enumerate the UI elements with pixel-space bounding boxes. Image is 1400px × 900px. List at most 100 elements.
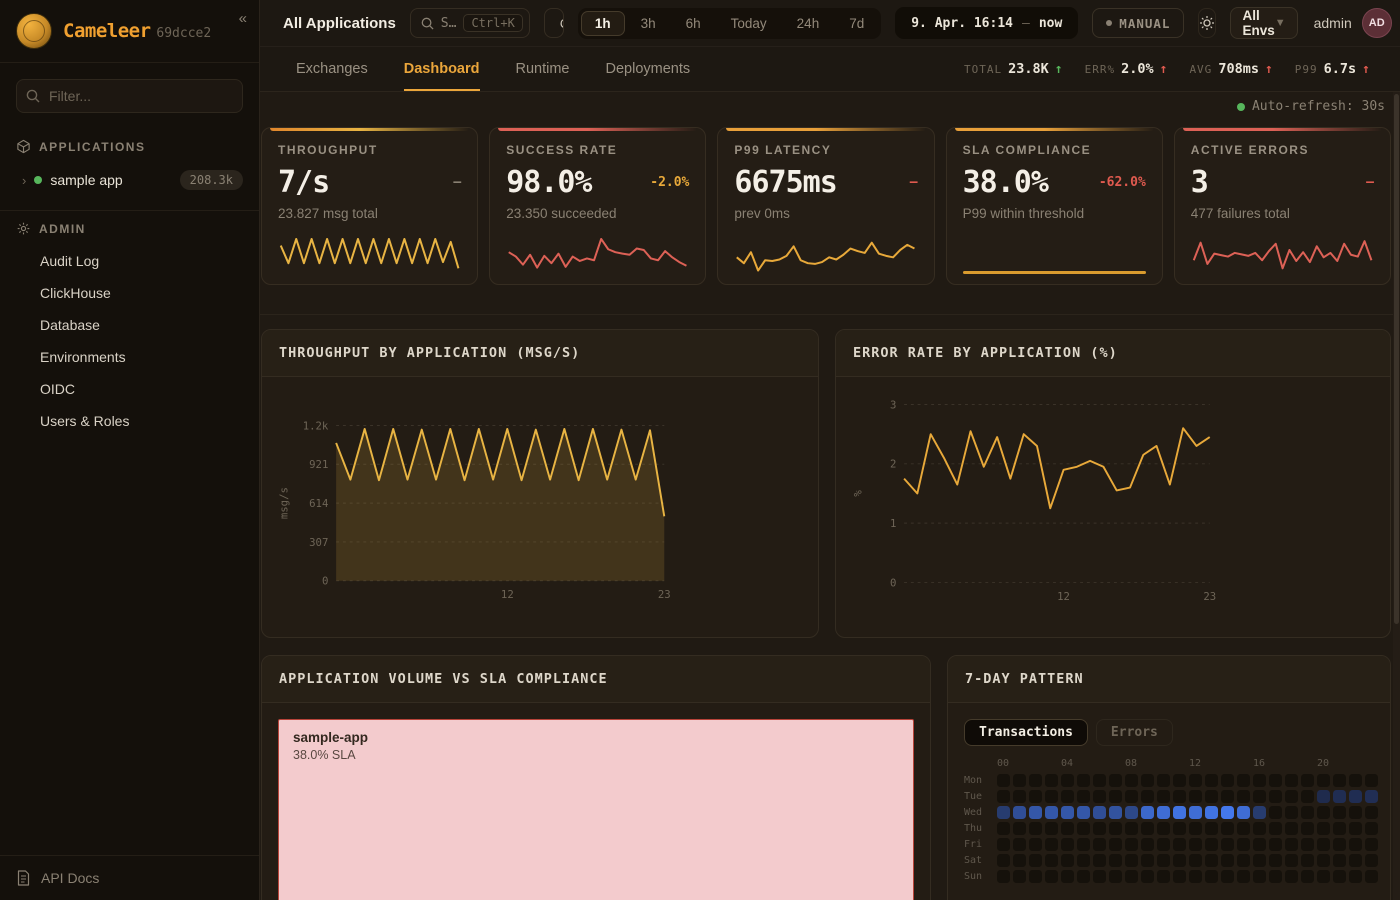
heatmap-cell[interactable] — [1221, 774, 1234, 787]
heatmap-cell[interactable] — [1125, 822, 1138, 835]
heatmap-cell[interactable] — [1013, 838, 1026, 851]
heatmap-cell[interactable] — [1285, 822, 1298, 835]
heatmap-cell[interactable] — [1285, 854, 1298, 867]
heatmap-cell[interactable] — [1125, 854, 1138, 867]
scrollbar-thumb[interactable] — [1394, 94, 1399, 624]
heatmap-cell[interactable] — [997, 790, 1010, 803]
heatmap-cell[interactable] — [1269, 774, 1282, 787]
avatar[interactable]: AD — [1361, 8, 1392, 38]
heatmap-cell[interactable] — [1253, 870, 1266, 883]
user-menu[interactable]: admin AD — [1314, 8, 1392, 38]
time-range-24h[interactable]: 24h — [783, 11, 834, 36]
heatmap-cell[interactable] — [1317, 790, 1330, 803]
heatmap-cell[interactable] — [997, 870, 1010, 883]
tab-dashboard[interactable]: Dashboard — [403, 47, 480, 91]
heatmap-cell[interactable] — [1333, 806, 1346, 819]
sidebar-item-oidc[interactable]: OIDC — [40, 381, 75, 397]
heatmap-cell[interactable] — [1365, 870, 1378, 883]
heatmap-cell[interactable] — [1045, 774, 1058, 787]
heatmap-cell[interactable] — [1029, 774, 1042, 787]
treemap-block-sample-app[interactable]: sample-app 38.0% SLA — [278, 719, 914, 900]
scrollbar[interactable] — [1393, 92, 1400, 900]
heatmap-cell[interactable] — [1189, 806, 1202, 819]
heatmap-cell[interactable] — [1109, 790, 1122, 803]
heatmap-cell[interactable] — [1029, 854, 1042, 867]
environment-select[interactable]: All Envs ▼ — [1230, 7, 1298, 39]
heatmap-cell[interactable] — [1061, 822, 1074, 835]
heatmap-cell[interactable] — [1189, 774, 1202, 787]
heatmap-cell[interactable] — [1317, 838, 1330, 851]
tab-exchanges[interactable]: Exchanges — [296, 61, 368, 77]
heatmap-cell[interactable] — [1157, 806, 1170, 819]
heatmap-cell[interactable] — [1205, 838, 1218, 851]
time-range-6h[interactable]: 6h — [672, 11, 715, 36]
heatmap-cell[interactable] — [1269, 838, 1282, 851]
sidebar-collapse-icon[interactable]: « — [238, 10, 247, 27]
heatmap-cell[interactable] — [1205, 854, 1218, 867]
heatmap-cell[interactable] — [1045, 790, 1058, 803]
heatmap-cell[interactable] — [1205, 774, 1218, 787]
heatmap-cell[interactable] — [1221, 806, 1234, 819]
heatmap-cell[interactable] — [1301, 790, 1314, 803]
heatmap-cell[interactable] — [1077, 790, 1090, 803]
heatmap-cell[interactable] — [1157, 822, 1170, 835]
heatmap-cell[interactable] — [1333, 870, 1346, 883]
heatmap-cell[interactable] — [1237, 822, 1250, 835]
heatmap-cell[interactable] — [1029, 806, 1042, 819]
theme-toggle-button[interactable] — [1198, 8, 1217, 38]
heatmap-cell[interactable] — [1061, 854, 1074, 867]
heatmap-cell[interactable] — [1237, 790, 1250, 803]
heatmap-cell[interactable] — [1109, 854, 1122, 867]
sidebar-item-clickhouse[interactable]: ClickHouse — [40, 285, 111, 301]
heatmap-cell[interactable] — [1093, 806, 1106, 819]
heatmap-cell[interactable] — [1141, 806, 1154, 819]
heatmap-cell[interactable] — [1365, 822, 1378, 835]
heatmap-cell[interactable] — [1269, 822, 1282, 835]
heatmap-cell[interactable] — [1029, 822, 1042, 835]
heatmap-cell[interactable] — [1109, 806, 1122, 819]
tab-deployments[interactable]: Deployments — [605, 61, 691, 77]
heatmap-cell[interactable] — [1365, 774, 1378, 787]
heatmap-cell[interactable] — [1061, 806, 1074, 819]
heatmap-cell[interactable] — [1173, 822, 1186, 835]
sidebar-item-api-docs[interactable]: API Docs — [0, 855, 259, 900]
heatmap-cell[interactable] — [1061, 774, 1074, 787]
heatmap-cell[interactable] — [1253, 790, 1266, 803]
heatmap-cell[interactable] — [1061, 870, 1074, 883]
heatmap-cell[interactable] — [1109, 774, 1122, 787]
heatmap-cell[interactable] — [1221, 790, 1234, 803]
heatmap-cell[interactable] — [1093, 838, 1106, 851]
heatmap-cell[interactable] — [1365, 806, 1378, 819]
heatmap-cell[interactable] — [1157, 838, 1170, 851]
heatmap-cell[interactable] — [1333, 822, 1346, 835]
heatmap-cell[interactable] — [1317, 774, 1330, 787]
heatmap-cell[interactable] — [1189, 854, 1202, 867]
heatmap-cell[interactable] — [1253, 806, 1266, 819]
heatmap-cell[interactable] — [1317, 870, 1330, 883]
heatmap-cell[interactable] — [1077, 854, 1090, 867]
sidebar-item-users-roles[interactable]: Users & Roles — [40, 413, 130, 429]
heatmap-cell[interactable] — [1029, 870, 1042, 883]
heatmap-cell[interactable] — [1141, 854, 1154, 867]
heatmap-cell[interactable] — [1013, 822, 1026, 835]
heatmap-cell[interactable] — [1141, 870, 1154, 883]
heatmap-cell[interactable] — [1029, 790, 1042, 803]
heatmap-cell[interactable] — [1013, 790, 1026, 803]
kpi-card-active-errors[interactable]: ACTIVE ERRORS 3 – 477 failures total — [1173, 127, 1391, 285]
sidebar-item-database[interactable]: Database — [40, 317, 100, 333]
chevron-right-icon[interactable]: › — [22, 172, 27, 188]
heatmap-cell[interactable] — [1365, 838, 1378, 851]
global-search[interactable]: S… Ctrl+K — [409, 8, 530, 38]
heatmap-cell[interactable] — [1157, 870, 1170, 883]
heatmap-cell[interactable] — [1221, 838, 1234, 851]
heatmap-cell[interactable] — [1045, 838, 1058, 851]
sidebar-item-sample-app[interactable]: › sample app 208.3k — [0, 162, 259, 198]
heatmap-cell[interactable] — [1301, 854, 1314, 867]
heatmap-cell[interactable] — [1269, 854, 1282, 867]
connection-status-pill[interactable]: O — [543, 8, 564, 38]
heatmap-cell[interactable] — [1253, 838, 1266, 851]
heatmap-cell[interactable] — [1157, 854, 1170, 867]
heatmap-cell[interactable] — [997, 838, 1010, 851]
heatmap-cell[interactable] — [1045, 870, 1058, 883]
heatmap-cell[interactable] — [1173, 790, 1186, 803]
